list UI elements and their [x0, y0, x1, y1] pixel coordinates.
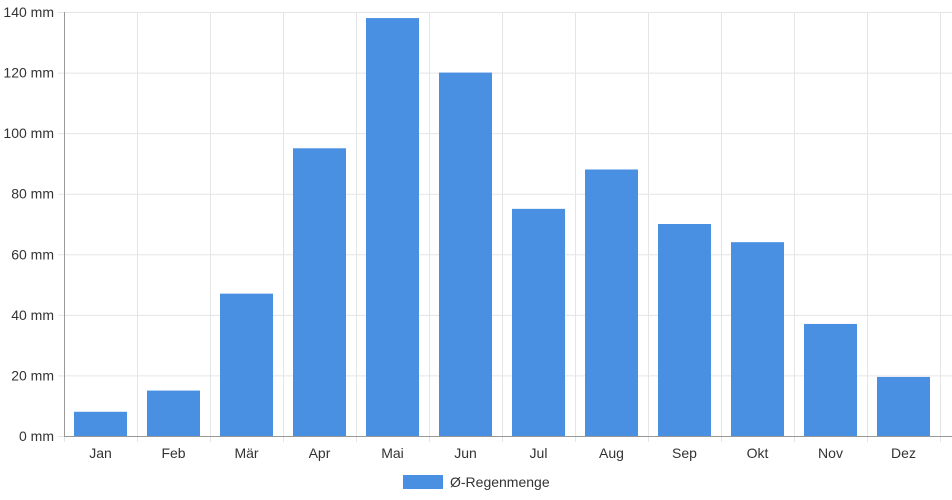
- bar-Nov: [804, 323, 857, 436]
- bar-Feb: [147, 390, 200, 436]
- bar-Jun: [439, 72, 492, 437]
- x-tick-label: Feb: [161, 445, 185, 461]
- y-tick-label: 80 mm: [11, 186, 54, 202]
- x-tick-label: Mai: [381, 445, 404, 461]
- x-tick-label: Okt: [747, 445, 769, 461]
- x-tick-label: Jan: [89, 445, 112, 461]
- y-axis-tick-labels: 0 mm 20 mm 40 mm 60 mm 80 mm 100 mm 120 mm 140 …: [3, 4, 54, 444]
- x-tick-label: Nov: [818, 445, 843, 461]
- bar-Aug: [585, 169, 638, 436]
- y-tick-label: 140 mm: [3, 4, 54, 20]
- grid: [58, 12, 952, 442]
- x-tick-label: Jul: [530, 445, 548, 461]
- axes: [64, 12, 952, 437]
- y-tick-label: 0 mm: [19, 428, 54, 444]
- y-tick-label: 100 mm: [3, 125, 54, 141]
- bar-Apr: [293, 148, 346, 437]
- x-tick-label: Aug: [599, 445, 624, 461]
- legend: Ø-Regenmenge: [403, 474, 550, 490]
- bar-Mär: [220, 293, 273, 436]
- bar-Sep: [658, 224, 711, 436]
- bar-Mai: [366, 18, 419, 437]
- bar-Okt: [731, 242, 784, 436]
- bar-Jul: [512, 208, 565, 436]
- x-tick-label: Dez: [891, 445, 916, 461]
- x-axis-tick-labels: Jan Feb Mär Apr Mai Jun Jul Aug Sep Okt Nov Dez: [89, 445, 916, 461]
- bars: [74, 18, 930, 437]
- y-tick-label: 20 mm: [11, 367, 54, 383]
- x-tick-label: Jun: [454, 445, 477, 461]
- bar-Dez: [877, 376, 930, 436]
- bar-Jan: [74, 411, 127, 436]
- x-tick-label: Mär: [234, 445, 258, 461]
- x-tick-label: Apr: [309, 445, 331, 461]
- legend-label: Ø-Regenmenge: [450, 474, 550, 490]
- y-tick-label: 120 mm: [3, 65, 54, 81]
- y-tick-label: 60 mm: [11, 246, 54, 262]
- x-tick-label: Sep: [672, 445, 697, 461]
- legend-swatch: [403, 475, 443, 489]
- y-tick-label: 40 mm: [11, 307, 54, 323]
